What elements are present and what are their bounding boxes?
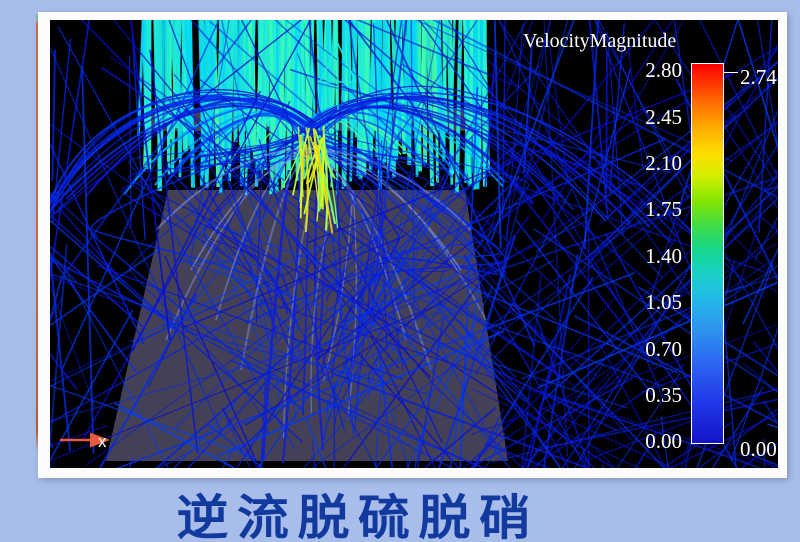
svg-text:x: x (98, 432, 107, 451)
